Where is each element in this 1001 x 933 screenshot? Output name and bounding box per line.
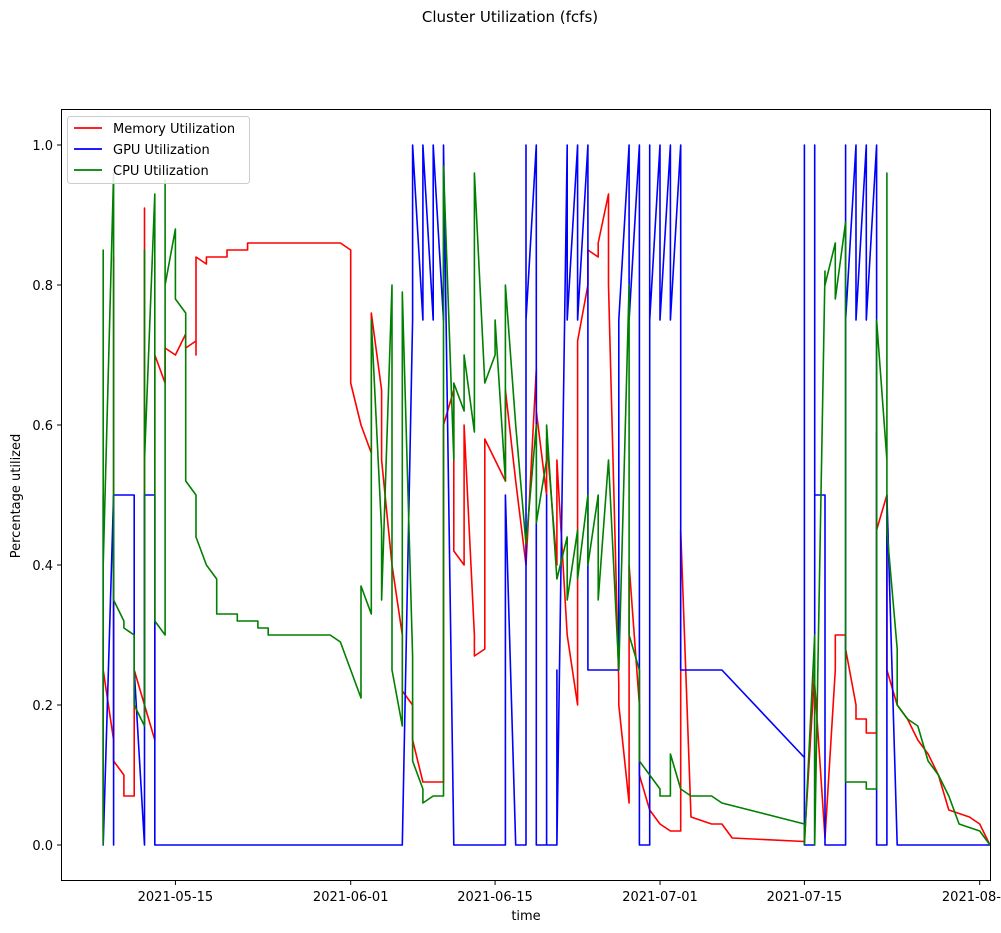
y-axis-label: Percentage utilized: [9, 434, 24, 559]
plot-frame: [61, 109, 991, 881]
x-tick-label: 2021-05-15: [138, 890, 214, 905]
x-tick-label: 2021-06-15: [457, 890, 533, 905]
y-axis: 0.0 0.2 0.4 0.6 0.8 1.0: [32, 139, 62, 854]
legend-label-1: GPU Utilization: [113, 143, 210, 158]
y-tick-label: 0.6: [32, 419, 53, 434]
y-tick-label: 0.4: [32, 559, 53, 574]
legend: Memory Utilization GPU Utilization CPU Uti…: [67, 116, 250, 184]
series-layer: [102, 144, 991, 846]
x-tick-label: 2021-06-01: [313, 890, 389, 905]
y-tick-label: 0.0: [32, 839, 53, 854]
y-tick-label: 0.2: [32, 699, 53, 714]
x-tick-label: 2021-07-01: [622, 890, 698, 905]
x-axis: 2021-05-15 2021-06-01 2021-06-15 2021-07-01…: [138, 880, 1001, 905]
x-axis-label: time: [511, 909, 540, 924]
series-line-2: [102, 165, 991, 846]
series-line-1: [102, 144, 990, 846]
x-tick-label: 2021-08-01: [942, 890, 1001, 905]
y-tick-label: 1.0: [32, 139, 53, 154]
legend-box: [67, 116, 250, 184]
y-tick-label: 0.8: [32, 279, 53, 294]
legend-label-0: Memory Utilization: [113, 122, 235, 137]
legend-label-2: CPU Utilization: [113, 164, 209, 179]
chart-title: Cluster Utilization (fcfs): [422, 8, 598, 26]
x-tick-label: 2021-07-15: [767, 890, 843, 905]
